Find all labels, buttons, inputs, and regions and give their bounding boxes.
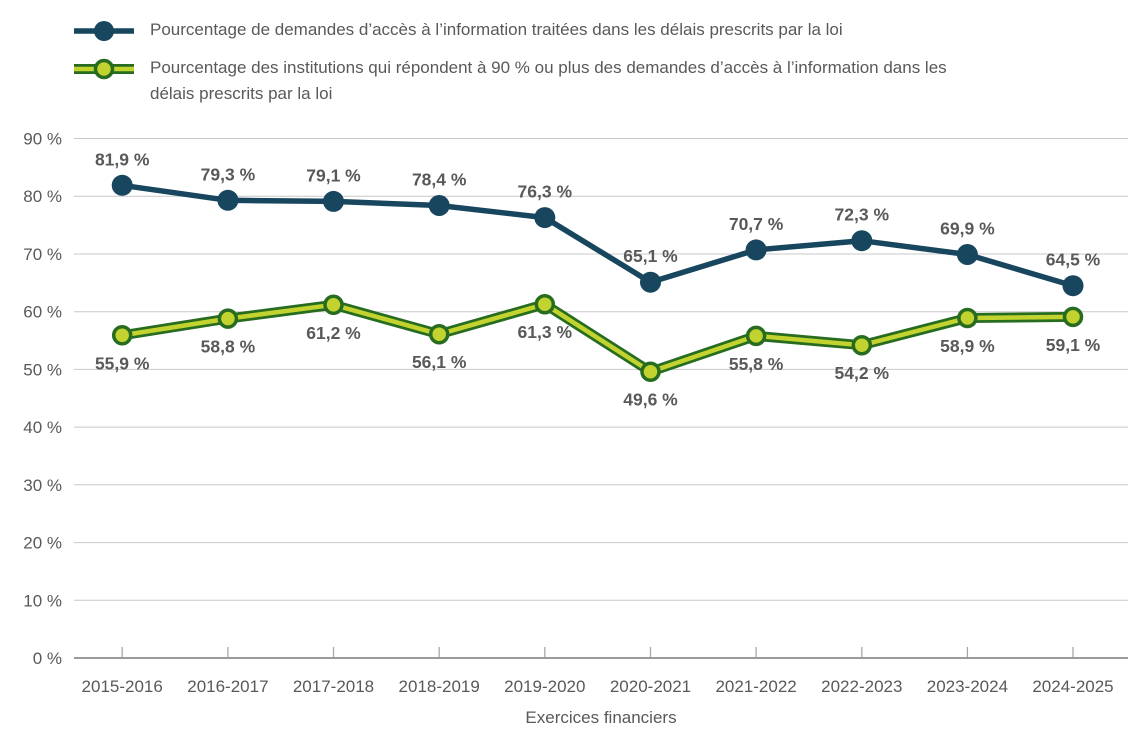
data-label: 61,3 % <box>518 322 573 342</box>
data-label: 59,1 % <box>1046 335 1101 355</box>
data-point-green <box>323 294 344 316</box>
chart-legend: Pourcentage de demandes d’accès à l’info… <box>72 17 985 107</box>
x-tick-label: 2023-2024 <box>927 677 1008 696</box>
data-label: 56,1 % <box>412 352 467 372</box>
x-tick-label: 2016-2017 <box>187 677 268 696</box>
data-label: 64,5 % <box>1046 250 1101 270</box>
data-point-navy <box>111 174 133 196</box>
data-label: 58,9 % <box>940 336 995 356</box>
y-tick-label: 30 % <box>23 476 62 495</box>
data-label: 61,2 % <box>306 323 361 343</box>
x-tick-label: 2022-2023 <box>821 677 902 696</box>
data-label: 69,9 % <box>940 219 995 239</box>
navy-line-marker-icon <box>74 21 134 41</box>
x-tick-label: 2017-2018 <box>293 677 374 696</box>
y-tick-label: 60 % <box>23 303 62 322</box>
x-tick-label: 2015-2016 <box>82 677 163 696</box>
y-tick-label: 90 % <box>23 130 62 149</box>
x-tick-label: 2020-2021 <box>610 677 691 696</box>
data-label: 58,8 % <box>201 337 256 357</box>
data-label: 72,3 % <box>835 205 890 225</box>
data-label: 79,3 % <box>201 164 256 184</box>
data-label: 76,3 % <box>518 182 573 202</box>
data-label: 54,2 % <box>835 363 890 383</box>
data-point-green <box>534 293 556 315</box>
green-line-marker-icon <box>74 58 134 80</box>
series-line-green <box>119 301 1076 374</box>
legend-item-institutions-90: Pourcentage des institutions qui réponde… <box>72 55 985 107</box>
data-point-navy <box>217 189 239 211</box>
legend-item-requests-treated: Pourcentage de demandes d’accès à l’info… <box>72 17 985 43</box>
data-point-navy <box>640 271 661 293</box>
y-tick-label: 10 % <box>23 591 62 610</box>
y-tick-label: 0 % <box>33 649 62 668</box>
data-point-navy <box>323 190 344 212</box>
data-label: 79,1 % <box>306 165 361 185</box>
y-tick-label: 40 % <box>23 418 62 437</box>
data-label: 70,7 % <box>729 214 784 234</box>
series-line-navy <box>119 182 1076 289</box>
data-point-green <box>428 323 450 345</box>
y-tick-label: 70 % <box>23 245 62 264</box>
data-label: 55,9 % <box>95 353 150 373</box>
data-label: 81,9 % <box>95 149 150 169</box>
data-point-green <box>111 325 133 346</box>
y-tick-label: 50 % <box>23 360 62 379</box>
data-point-green <box>745 325 767 347</box>
legend-label-requests-treated: Pourcentage de demandes d’accès à l’info… <box>150 20 843 39</box>
data-point-green <box>851 334 873 356</box>
data-label: 49,6 % <box>623 390 678 410</box>
x-tick-label: 2019-2020 <box>504 677 585 696</box>
data-label: 78,4 % <box>412 170 467 190</box>
y-tick-label: 80 % <box>23 187 62 206</box>
data-point-navy <box>956 244 978 265</box>
data-label: 55,8 % <box>729 354 784 374</box>
x-tick-label: 2024-2025 <box>1032 677 1113 696</box>
data-point-green <box>1062 306 1084 328</box>
x-axis-title: Exercices financiers <box>525 708 676 727</box>
data-point-green <box>217 308 239 329</box>
legend-label-institutions-90: Pourcentage des institutions qui réponde… <box>150 58 947 103</box>
x-tick-label: 2021-2022 <box>715 677 796 696</box>
x-tick-label: 2018-2019 <box>399 677 480 696</box>
data-point-navy <box>745 239 767 261</box>
data-point-green <box>640 361 661 382</box>
data-point-green <box>957 307 978 329</box>
y-tick-label: 20 % <box>23 534 62 553</box>
data-point-navy <box>851 230 873 252</box>
data-label: 65,1 % <box>623 246 678 266</box>
data-point-navy <box>1062 275 1084 297</box>
data-point-navy <box>534 207 556 229</box>
data-point-navy <box>428 195 450 216</box>
